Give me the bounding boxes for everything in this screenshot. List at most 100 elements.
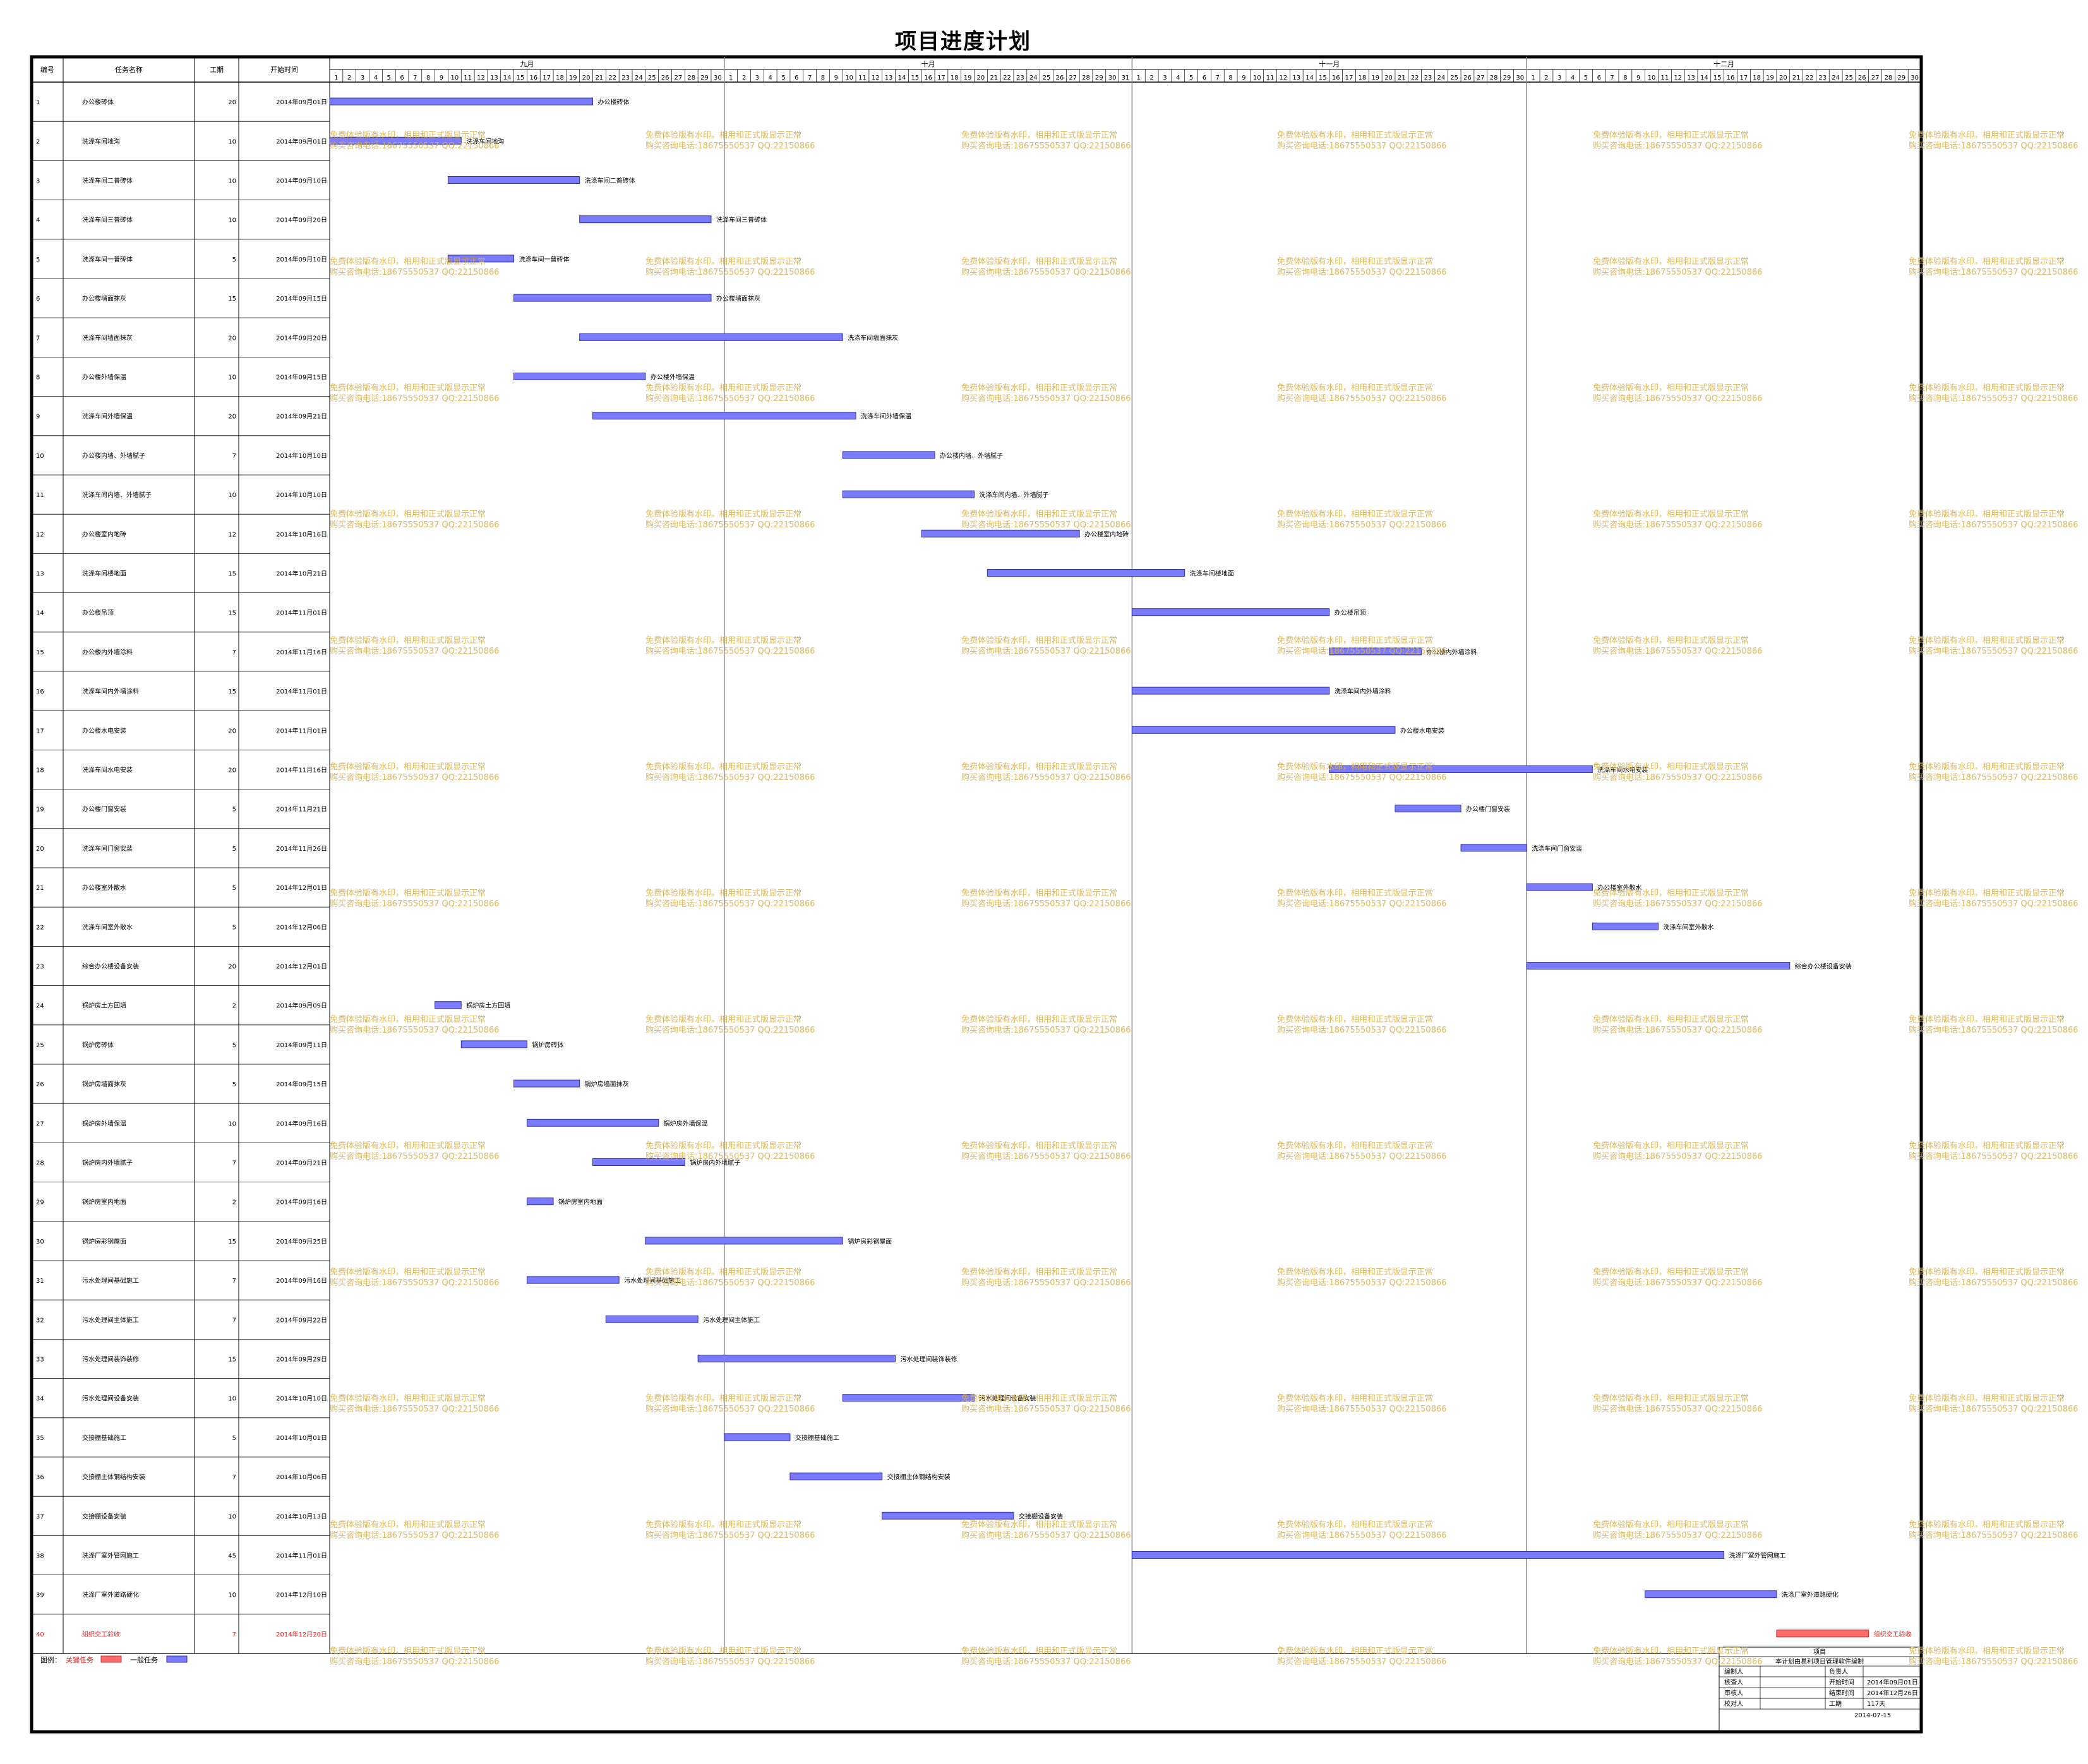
day-label: 1 [1137,75,1141,81]
task-duration: 10 [228,178,236,185]
watermark-text: 购买咨询电话:18675550537 QQ:22150866 [961,1530,1131,1540]
task-name: 污水处理间设备安装 [82,1395,139,1403]
watermark-text: 购买咨询电话:18675550537 QQ:22150866 [961,1404,1131,1414]
task-bar-label: 洗涤车间水电安装 [1597,766,1648,774]
watermark-text: 免费体验版有水印，相用和正式版显示正常 [961,1520,1117,1530]
day-label: 19 [964,75,972,81]
task-start: 2014年10月10日 [276,1395,327,1403]
watermark-text: 购买咨询电话:18675550537 QQ:22150866 [1909,520,2079,530]
task-start: 2014年11月26日 [276,844,327,853]
day-label: 27 [1069,75,1077,81]
watermark-text: 购买咨询电话:18675550537 QQ:22150866 [961,1151,1131,1161]
day-label: 20 [1384,75,1393,81]
task-bar-label: 洗涤车间二普砖体 [585,177,635,185]
day-label: 12 [1280,75,1288,81]
day-label: 1 [729,75,733,81]
watermark-text: 购买咨询电话:18675550537 QQ:22150866 [1277,1530,1447,1540]
task-id: 5 [36,256,40,263]
task-start: 2014年10月13日 [276,1512,327,1520]
info-cell: 编制人 [1724,1667,1743,1676]
day-label: 6 [400,75,404,81]
day-label: 18 [951,75,959,81]
watermark-text: 免费体验版有水印，相用和正式版显示正常 [1277,1014,1433,1024]
task-id: 14 [36,610,44,617]
day-label: 21 [1792,75,1801,81]
day-label: 17 [937,75,945,81]
day-label: 25 [1043,75,1051,81]
day-label: 10 [1253,75,1261,81]
watermark-text: 购买咨询电话:18675550537 QQ:22150866 [1909,772,2079,783]
day-label: 22 [608,75,616,81]
task-name: 办公楼内外墙涂料 [82,648,133,656]
watermark-text: 购买咨询电话:18675550537 QQ:22150866 [1277,646,1447,656]
day-label: 7 [1610,75,1614,81]
day-label: 21 [990,75,998,81]
task-bar-label: 污水处理间主体施工 [703,1316,760,1324]
day-label: 25 [1450,75,1458,81]
task-bar [526,1276,620,1284]
task-bar [1329,647,1422,656]
watermark-text: 免费体验版有水印，相用和正式版显示正常 [961,1646,1117,1656]
watermark-text: 购买咨询电话:18675550537 QQ:22150866 [645,1025,815,1035]
watermark-text: 购买咨询电话:18675550537 QQ:22150866 [1277,520,1447,530]
task-start: 2014年09月15日 [276,1080,327,1088]
info-cell: 审核人 [1724,1689,1743,1697]
task-id: 38 [36,1553,44,1560]
watermark-text: 免费体验版有水印，相用和正式版显示正常 [1909,1646,2065,1656]
task-name: 锅炉房室内地面 [82,1198,126,1206]
watermark-text: 购买咨询电话:18675550537 QQ:22150866 [330,772,500,783]
task-id: 35 [36,1435,44,1442]
day-label: 30 [1516,75,1524,81]
watermark-text: 购买咨询电话:18675550537 QQ:22150866 [645,1657,815,1667]
watermark-text: 免费体验版有水印，相用和正式版显示正常 [961,256,1117,267]
task-start: 2014年09月21日 [276,412,327,421]
day-label: 11 [858,75,867,81]
watermark-text: 免费体验版有水印，相用和正式版显示正常 [1277,1393,1433,1403]
watermark-text: 免费体验版有水印，相用和正式版显示正常 [330,256,486,267]
task-name: 办公楼外墙保温 [82,373,126,381]
task-bar [592,412,856,420]
watermark-text: 购买咨询电话:18675550537 QQ:22150866 [645,646,815,656]
task-id: 26 [36,1081,44,1088]
task-duration: 15 [228,1357,236,1364]
day-label: 18 [1359,75,1367,81]
watermark-text: 免费体验版有水印，相用和正式版显示正常 [330,1646,486,1656]
task-duration: 20 [228,964,236,971]
task-duration: 15 [228,1239,236,1245]
task-id: 39 [36,1592,44,1599]
watermark-text: 购买咨询电话:18675550537 QQ:22150866 [1593,267,1763,277]
day-label: 20 [1779,75,1787,81]
task-start: 2014年10月21日 [276,570,327,578]
watermark-text: 购买咨询电话:18675550537 QQ:22150866 [1277,141,1447,151]
day-label: 4 [768,75,772,81]
watermark-text: 购买咨询电话:18675550537 QQ:22150866 [330,1278,500,1288]
info-cell: 核查人 [1724,1678,1743,1686]
day-label: 5 [387,75,391,81]
task-id: 16 [36,688,44,695]
watermark-text: 购买咨询电话:18675550537 QQ:22150866 [330,141,500,151]
task-duration: 20 [228,728,236,735]
task-start: 2014年12月20日 [276,1630,327,1638]
task-bar [1645,1590,1777,1599]
task-name: 洗涤车间水电安装 [82,766,133,774]
watermark-text: 购买咨询电话:18675550537 QQ:22150866 [961,772,1131,783]
watermark-text: 免费体验版有水印，相用和正式版显示正常 [1909,888,2065,898]
day-label: 20 [582,75,591,81]
watermark-text: 购买咨询电话:18675550537 QQ:22150866 [961,899,1131,909]
info-cell: 117天 [1867,1701,1885,1708]
info-cell: 校对人 [1724,1700,1743,1708]
task-name: 洗涤车间内外墙涂料 [82,687,139,695]
day-label: 23 [1818,75,1827,81]
watermark-text: 免费体验版有水印，相用和正式版显示正常 [1277,888,1433,898]
day-label: 28 [1082,75,1090,81]
day-label: 15 [517,75,525,81]
task-id: 11 [36,492,44,499]
watermark-text: 免费体验版有水印，相用和正式版显示正常 [1909,1141,2065,1151]
task-start: 2014年12月06日 [276,923,327,931]
info-cell: 负责人 [1829,1667,1848,1676]
task-start: 2014年09月16日 [276,1276,327,1285]
watermark-text: 购买咨询电话:18675550537 QQ:22150866 [330,1657,500,1667]
watermark-text: 购买咨询电话:18675550537 QQ:22150866 [1277,899,1447,909]
task-bar-label: 办公楼室内地砖 [1084,530,1129,538]
task-id: 13 [36,571,44,578]
